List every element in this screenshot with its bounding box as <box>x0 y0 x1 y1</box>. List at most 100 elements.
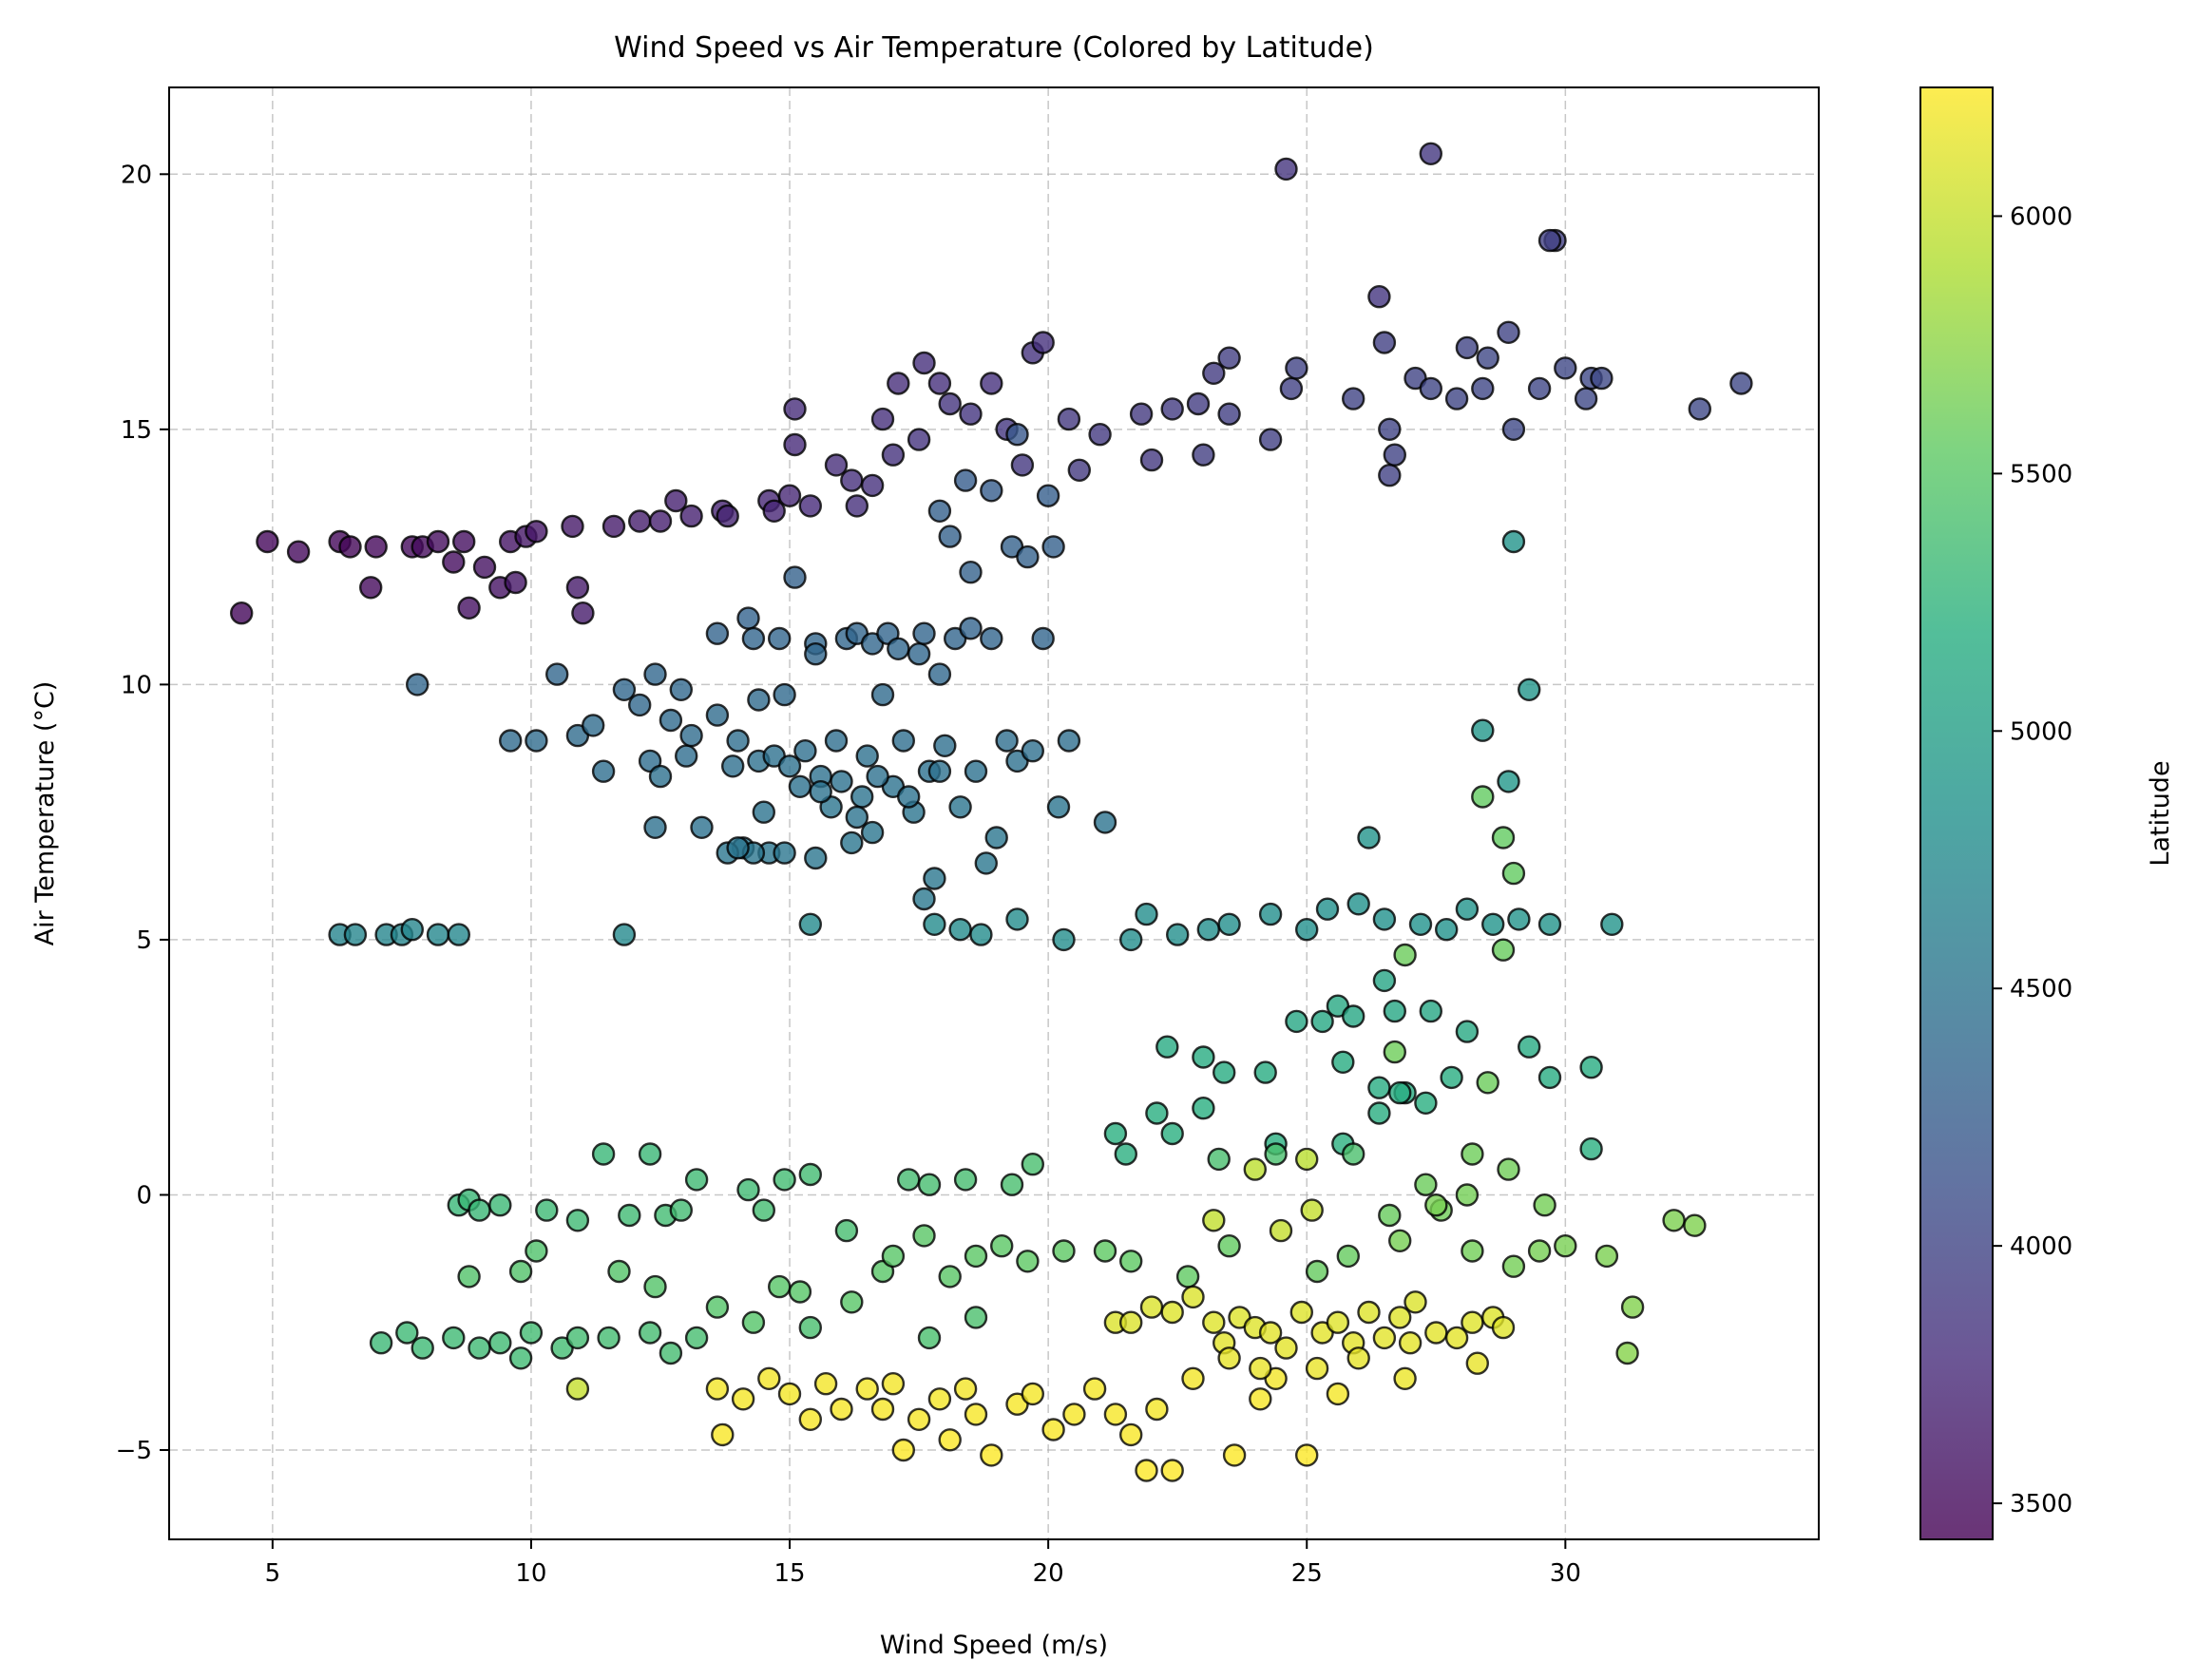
data-point <box>762 499 786 523</box>
data-point <box>525 1239 548 1263</box>
data-point <box>938 1428 962 1452</box>
y-tick-label: −5 <box>116 1437 152 1465</box>
data-point <box>1393 1366 1417 1391</box>
data-point <box>1527 1239 1552 1263</box>
data-point <box>1378 464 1402 487</box>
data-point <box>1688 397 1712 421</box>
data-point <box>426 923 450 946</box>
data-point <box>1300 1198 1324 1222</box>
data-point <box>411 1336 434 1360</box>
data-point <box>597 1326 621 1350</box>
data-point <box>897 785 921 809</box>
data-point <box>1341 1142 1365 1166</box>
y-tick-label: 0 <box>136 1181 152 1210</box>
data-point <box>442 550 466 574</box>
data-point <box>1160 1300 1184 1325</box>
data-point <box>499 729 523 753</box>
data-point <box>1346 1346 1370 1370</box>
x-tick-label: 15 <box>773 1559 805 1588</box>
data-point <box>711 1422 735 1447</box>
data-point <box>1082 1377 1107 1401</box>
data-point <box>442 1326 466 1350</box>
data-point <box>907 642 931 666</box>
data-point <box>1269 1218 1293 1243</box>
data-point <box>773 841 796 865</box>
data-point <box>1192 1045 1215 1069</box>
data-point <box>964 1244 988 1269</box>
data-point <box>953 1168 978 1192</box>
data-point <box>286 540 311 563</box>
data-point <box>488 1193 512 1217</box>
data-point <box>452 529 476 554</box>
y-axis-ticks: −5 0 5 10 15 20 <box>116 161 169 1465</box>
data-point <box>1041 535 1065 559</box>
data-point <box>1310 1009 1334 1034</box>
data-point <box>964 1403 988 1426</box>
data-point <box>1497 1157 1520 1181</box>
data-point <box>1517 1035 1541 1059</box>
data-point <box>866 764 889 789</box>
data-point <box>1424 1321 1448 1345</box>
data-point <box>1031 626 1055 651</box>
data-point <box>602 514 626 539</box>
data-point <box>881 1244 906 1269</box>
data-point <box>1367 1076 1391 1099</box>
data-point <box>638 1321 662 1345</box>
data-point <box>1501 417 1526 441</box>
data-point <box>1501 529 1526 554</box>
data-point <box>1057 729 1081 753</box>
data-point <box>1383 999 1407 1023</box>
data-point <box>964 1306 988 1329</box>
data-point <box>741 626 766 651</box>
data-point <box>1165 923 1190 946</box>
data-point <box>1465 1351 1490 1375</box>
data-point <box>1175 1265 1200 1289</box>
data-point <box>1527 376 1552 401</box>
data-point <box>726 836 750 860</box>
data-point <box>1016 1250 1040 1273</box>
data-point <box>628 693 652 717</box>
data-point <box>1471 785 1495 809</box>
data-point <box>1062 1403 1086 1426</box>
data-point <box>1491 938 1516 962</box>
y-tick-label: 10 <box>121 671 152 699</box>
data-point <box>684 1326 709 1350</box>
data-point <box>1357 1300 1381 1325</box>
data-point <box>1041 1418 1065 1441</box>
data-point <box>788 774 812 798</box>
y-tick-label: 5 <box>136 926 152 955</box>
data-point <box>897 1168 921 1192</box>
data-point <box>948 795 972 819</box>
data-point <box>1093 1239 1117 1263</box>
data-point <box>747 688 771 712</box>
data-point <box>1217 1346 1241 1370</box>
data-point <box>1404 1290 1427 1314</box>
data-point <box>1501 1254 1526 1278</box>
data-point <box>1497 320 1520 344</box>
data-point <box>1160 1121 1184 1146</box>
data-point <box>793 739 817 763</box>
data-point <box>1372 907 1397 931</box>
data-point <box>1274 157 1298 181</box>
data-point <box>679 723 703 748</box>
data-point <box>1093 811 1117 834</box>
data-point <box>1305 1259 1329 1284</box>
data-point <box>525 729 548 753</box>
data-point <box>783 432 807 457</box>
data-point <box>1145 1101 1169 1125</box>
data-point <box>1537 228 1562 253</box>
data-point <box>669 1198 693 1222</box>
colorbar-tick-label: 3500 <box>2010 1490 2072 1518</box>
data-point <box>1579 1055 1603 1079</box>
plot-area <box>169 87 1819 1539</box>
data-point <box>752 800 775 824</box>
data-point <box>1615 1341 1639 1365</box>
data-point <box>953 1377 978 1401</box>
data-point <box>1222 1443 1247 1467</box>
data-point <box>1424 1193 1448 1217</box>
data-point <box>917 1326 942 1350</box>
data-point <box>1118 1250 1143 1273</box>
chart-title: Wind Speed vs Air Temperature (Colored b… <box>614 31 1374 65</box>
data-point <box>1455 897 1480 921</box>
data-point <box>1662 1209 1686 1232</box>
